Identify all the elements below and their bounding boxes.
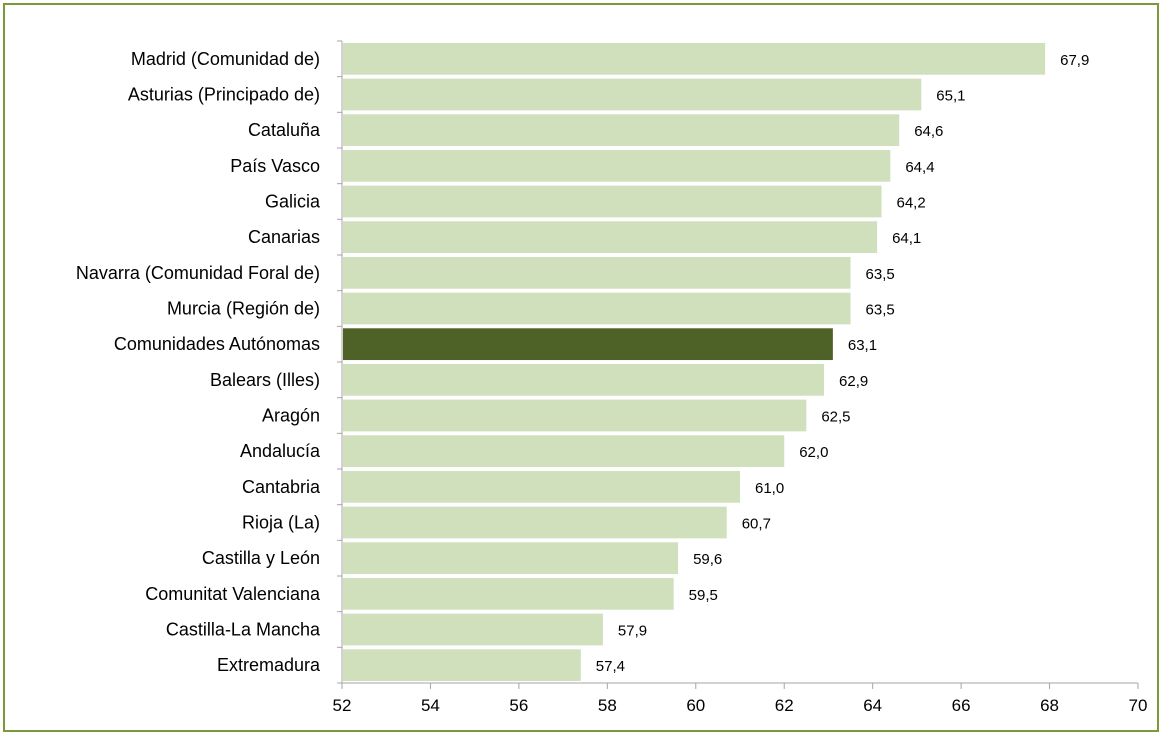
bar-3 xyxy=(343,149,891,182)
data-label: 57,9 xyxy=(618,623,647,640)
bar-11 xyxy=(343,435,785,468)
data-label: 59,6 xyxy=(693,551,722,568)
category-label: Andalucía xyxy=(240,441,321,461)
x-tick-label: 52 xyxy=(333,696,352,715)
bar-4 xyxy=(343,185,882,218)
bar-16 xyxy=(343,613,603,646)
x-tick-label: 62 xyxy=(775,696,794,715)
data-label: 62,5 xyxy=(821,409,850,426)
category-label: Castilla-La Mancha xyxy=(166,620,321,640)
category-label: Cataluña xyxy=(248,120,321,140)
x-tick-label: 70 xyxy=(1129,696,1148,715)
bar-5 xyxy=(343,221,878,254)
category-label: País Vasco xyxy=(230,156,320,176)
bar-8 xyxy=(343,328,833,361)
bar-6 xyxy=(343,256,851,289)
data-label: 65,1 xyxy=(936,88,965,105)
bar-12 xyxy=(343,470,740,503)
bar-2 xyxy=(343,114,900,147)
category-label: Rioja (La) xyxy=(242,513,320,533)
data-label: 67,9 xyxy=(1060,52,1089,69)
data-label: 63,5 xyxy=(866,266,895,283)
category-label: Comunidades Autónomas xyxy=(114,334,320,354)
data-label: 64,2 xyxy=(897,195,926,212)
data-label: 57,4 xyxy=(596,658,625,675)
category-label: Comunitat Valenciana xyxy=(145,584,321,604)
data-label: 62,9 xyxy=(839,373,868,390)
bar-13 xyxy=(343,506,727,539)
data-label: 64,6 xyxy=(914,123,943,140)
category-label: Castilla y León xyxy=(202,548,320,568)
bar-9 xyxy=(343,363,825,396)
data-label: 64,1 xyxy=(892,230,921,247)
data-label: 60,7 xyxy=(742,516,771,533)
data-label: 63,1 xyxy=(848,337,877,354)
x-tick-label: 68 xyxy=(1040,696,1059,715)
data-label: 59,5 xyxy=(689,587,718,604)
x-tick-label: 56 xyxy=(509,696,528,715)
category-label: Asturias (Principado de) xyxy=(128,85,320,105)
x-tick-label: 60 xyxy=(686,696,705,715)
category-label: Aragón xyxy=(262,406,320,426)
category-label: Canarias xyxy=(248,227,320,247)
category-label: Madrid (Comunidad de) xyxy=(131,49,320,69)
bar-7 xyxy=(343,292,851,325)
bar-1 xyxy=(343,78,922,111)
category-label: Murcia (Región de) xyxy=(167,299,320,319)
x-tick-label: 54 xyxy=(421,696,440,715)
x-tick-label: 58 xyxy=(598,696,617,715)
bar-15 xyxy=(343,577,674,610)
category-label: Navarra (Comunidad Foral de) xyxy=(76,263,320,283)
x-tick-label: 66 xyxy=(952,696,971,715)
data-label: 63,5 xyxy=(866,302,895,319)
category-label: Extremadura xyxy=(217,655,321,675)
category-label: Cantabria xyxy=(242,477,321,497)
bar-10 xyxy=(343,399,807,432)
category-label: Galicia xyxy=(265,192,321,212)
x-tick-label: 64 xyxy=(863,696,882,715)
data-label: 64,4 xyxy=(905,159,934,176)
data-label: 62,0 xyxy=(799,444,828,461)
bar-17 xyxy=(343,649,581,682)
category-label: Balears (Illes) xyxy=(210,370,320,390)
data-label: 61,0 xyxy=(755,480,784,497)
bar-0 xyxy=(343,42,1046,75)
bar-14 xyxy=(343,542,679,575)
